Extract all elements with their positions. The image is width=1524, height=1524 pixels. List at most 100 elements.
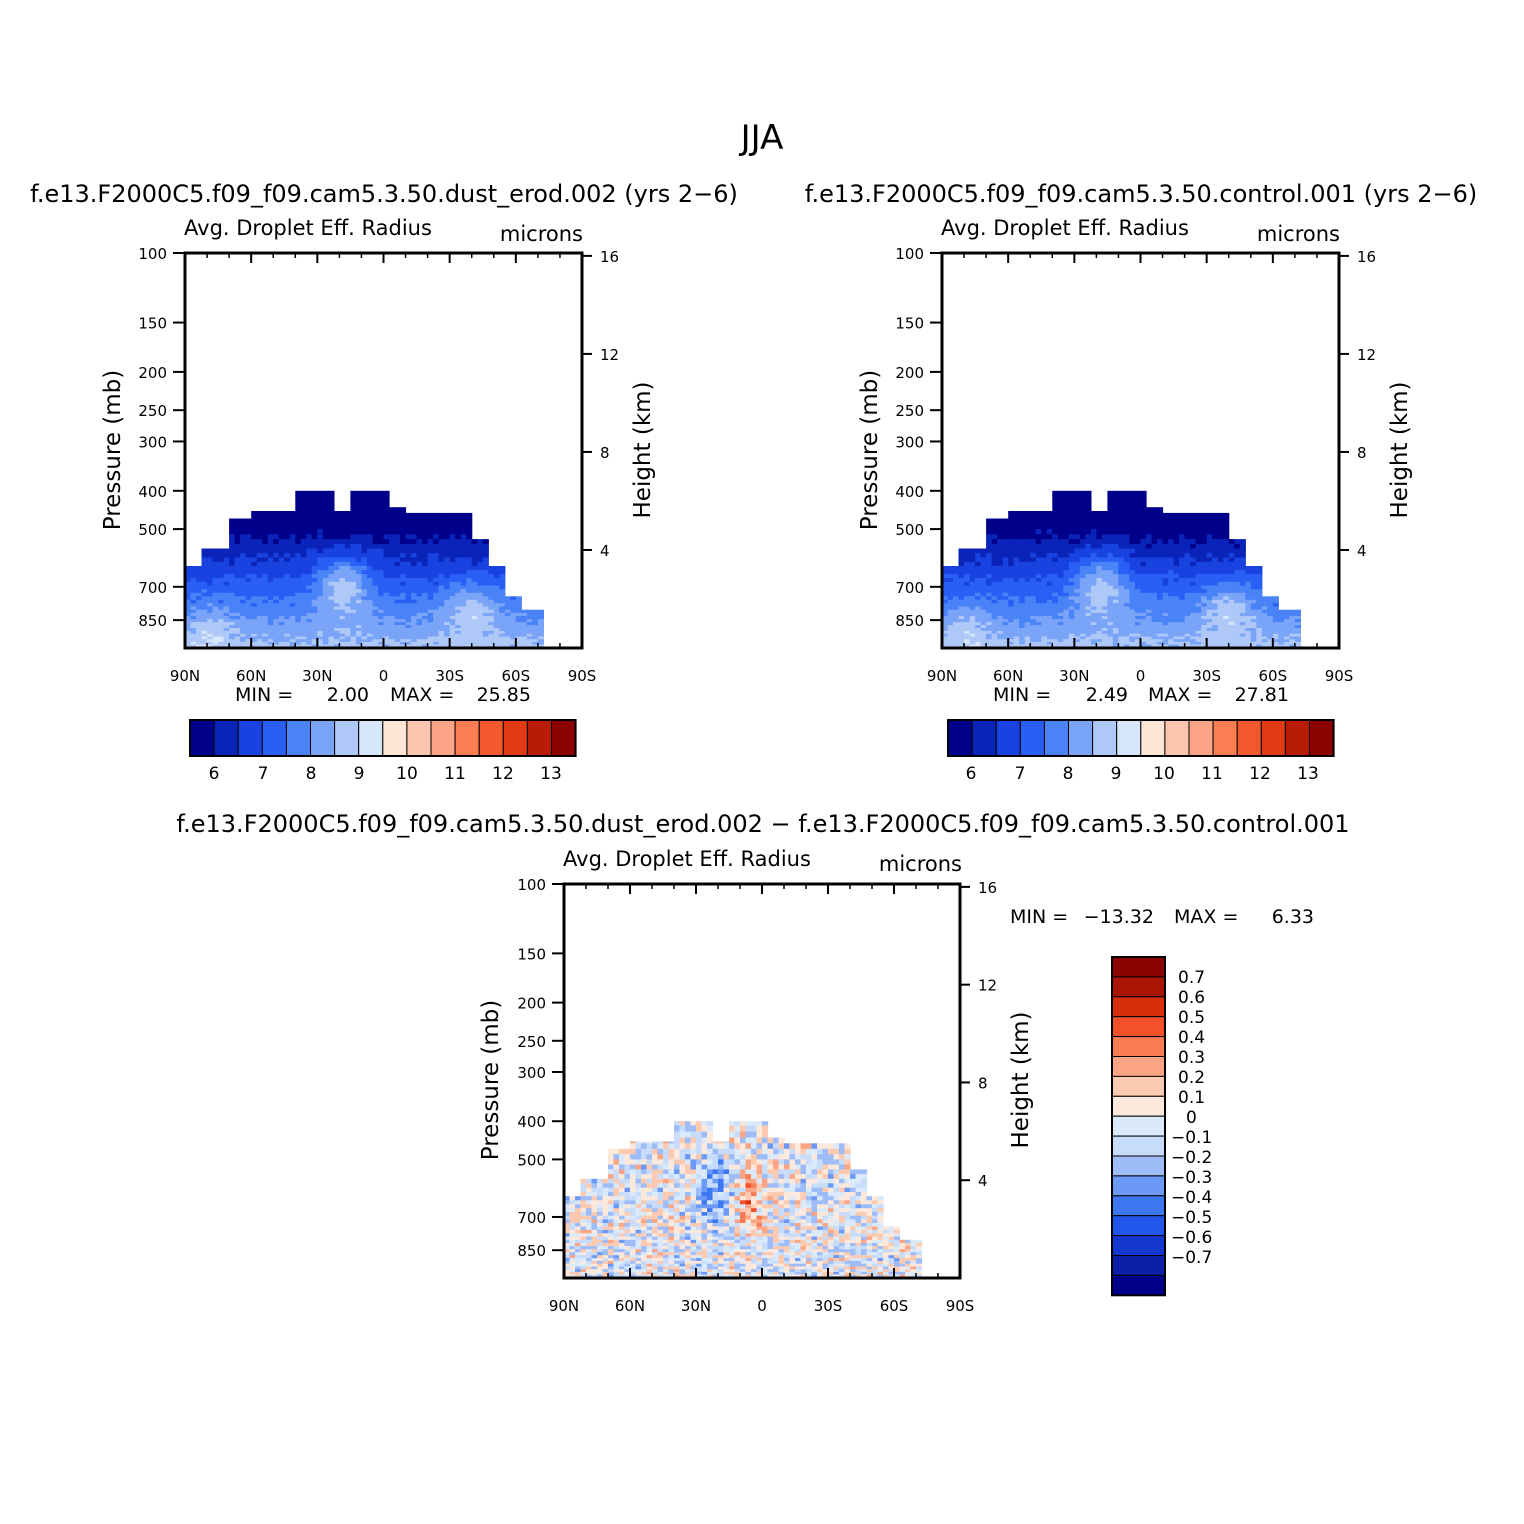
field-cell [444,639,451,643]
field-cell [1129,628,1136,632]
field-cell [1074,641,1081,646]
field-cell [635,1196,642,1201]
field-cell [602,1226,609,1231]
field-cell [405,589,412,594]
field-cell [262,543,269,550]
field-cell [947,609,954,614]
field-cell [515,622,522,626]
field-cell [1030,630,1037,635]
field-cell [1008,570,1015,575]
field-cell [455,630,462,635]
field-cell [344,641,351,646]
field-cell [1245,599,1252,604]
field-cell [1201,630,1208,635]
field-cell [1168,633,1175,638]
field-cell [1223,628,1230,632]
field-cell [602,1196,609,1201]
field-cell [569,1246,576,1250]
field-cell [1261,622,1268,626]
field-cell [1195,512,1202,520]
field-cell [405,581,412,587]
colorbar-box [551,719,577,757]
field-cell [602,1252,609,1256]
field-cell [586,1212,593,1217]
field-cell [251,561,258,567]
field-cell [229,592,236,597]
field-cell [1223,592,1230,597]
field-cell [383,570,390,575]
field-cell [1074,534,1081,540]
field-cell [1063,609,1070,614]
field-cell [196,639,203,643]
field-cell [383,534,390,540]
field-cell [455,639,462,643]
field-cell [300,628,307,632]
field-cell [986,553,993,559]
field-cell [422,616,429,620]
field-cell [273,570,280,575]
field-cell [986,539,993,545]
field-cell [245,561,252,567]
field-cell [1041,616,1048,620]
field-cell [958,581,965,587]
field-cell [997,557,1004,563]
field-cell [1124,599,1131,604]
field-cell [586,1187,593,1193]
field-cell [1234,548,1241,554]
field-cell [400,561,407,567]
field-cell [422,628,429,632]
field-cell [311,578,318,583]
field-cell [1228,592,1235,597]
field-cell [361,566,368,571]
field-cell [311,641,318,646]
field-cell [355,622,362,626]
field-cell [411,566,418,571]
field-cell [328,507,335,514]
field-cell [586,1219,593,1224]
field-cell [1101,636,1108,640]
field-cell [234,639,241,643]
field-cell [641,1215,648,1220]
field-cell [1124,633,1131,638]
field-cell [619,1212,626,1217]
field-cell [344,612,351,617]
field-cell [537,644,544,648]
field-cell [433,523,440,530]
field-cell [416,512,423,520]
field-cell [383,539,390,545]
field-cell [591,1252,598,1256]
field-cell [608,1249,615,1253]
field-cell [1013,603,1020,608]
field-cell [1030,578,1037,583]
field-cell [344,548,351,554]
field-cell [355,633,362,638]
field-cell [1101,619,1108,623]
field-cell [482,543,489,550]
field-cell [515,606,522,611]
field-cell [295,596,302,601]
field-cell [1085,518,1092,525]
field-cell [1173,578,1180,583]
field-cell [284,633,291,638]
field-cell [1129,566,1136,571]
field-cell [515,628,522,632]
field-cell [1041,644,1048,648]
x-tick-label: 0 [1136,667,1146,685]
field-cell [580,1219,587,1224]
field-cell [942,596,949,601]
field-cell [1239,585,1246,590]
field-cell [1019,641,1026,646]
field-cell [1283,636,1290,640]
field-cell [1261,636,1268,640]
field-cell [311,512,318,520]
field-cell [1057,606,1064,611]
field-cell [1057,628,1064,632]
field-cell [438,603,445,608]
field-cell [273,599,280,604]
field-cell [624,1215,631,1220]
colorbar-box [406,719,432,757]
field-cell [1267,612,1274,617]
field-cell [333,633,340,638]
panel-2-left-label: Avg. Droplet Eff. Radius [941,216,1189,240]
field-cell [278,625,285,629]
